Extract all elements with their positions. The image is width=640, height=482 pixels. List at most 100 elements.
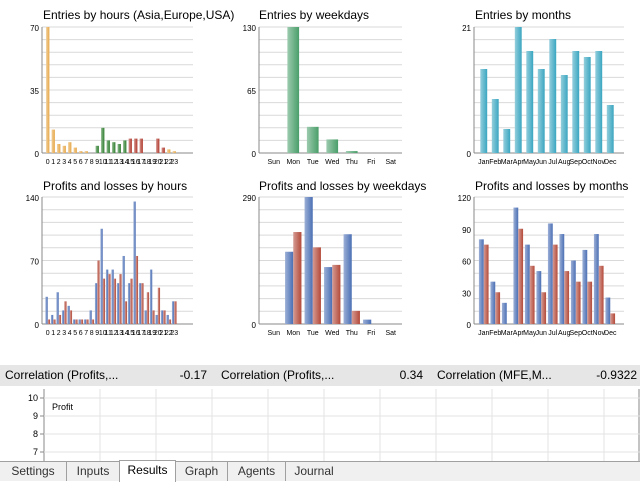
profit-bar	[61, 310, 65, 324]
chart-panel: Profits and losses by months 0 30 60 90 120 Ja…	[458, 179, 629, 337]
x-tick-label: Sun	[268, 159, 281, 166]
x-tick-label: 8	[90, 330, 94, 337]
y-tick-label: 130	[243, 24, 257, 33]
x-tick-label: 3	[62, 159, 66, 166]
x-tick-label: Jan	[478, 159, 489, 166]
y-tick-label: 65	[247, 87, 256, 96]
loss-bar	[80, 319, 84, 324]
y-tick-label: 0	[35, 150, 40, 159]
x-tick-label: Mar	[501, 159, 514, 166]
x-tick-label: Fri	[367, 159, 376, 166]
bar	[583, 57, 591, 153]
profit-bar	[559, 234, 565, 324]
bar	[514, 27, 522, 153]
chart-panel: Profits and losses by weekdays 0 290 Sun Mon…	[243, 179, 427, 337]
chart-title: Profits and losses by months	[475, 179, 628, 193]
bar	[595, 51, 603, 153]
loss-bar	[97, 260, 100, 324]
y-tick-label: 35	[30, 87, 39, 96]
chart-title: Profits and losses by weekdays	[259, 179, 426, 193]
x-tick-label: 11	[105, 159, 112, 166]
bar	[79, 151, 83, 153]
loss-bar	[152, 310, 155, 324]
correlation-bar: Correlation (Profits,... -0.17 Correlati…	[0, 365, 640, 386]
x-tick-label: 21	[159, 159, 167, 166]
tab-settings[interactable]: Settings	[0, 462, 67, 481]
tab-inputs[interactable]: Inputs	[67, 462, 120, 481]
bar	[172, 151, 176, 153]
y-tick-label: 30	[462, 289, 471, 298]
tab-results[interactable]: Results	[119, 460, 176, 482]
loss-bar	[564, 271, 570, 324]
x-tick-label: Thu	[346, 330, 358, 337]
loss-bar	[58, 314, 62, 324]
x-tick-label: 13	[115, 159, 123, 166]
y-tick-label: 140	[26, 194, 40, 203]
profit-bar	[324, 267, 333, 324]
bar	[139, 138, 143, 153]
profit-bar	[582, 249, 588, 324]
x-tick-label: Wed	[325, 330, 339, 337]
chart-title: Profits and losses by hours	[43, 179, 187, 193]
profit-bar	[94, 283, 98, 324]
x-tick-label: 2	[57, 330, 61, 337]
profit-bar	[138, 283, 142, 324]
correlation-value: 0.34	[399, 368, 423, 382]
loss-bar	[587, 281, 593, 324]
x-tick-label: 0	[46, 330, 50, 337]
bar	[606, 105, 614, 153]
loss-bar	[135, 255, 139, 324]
bar	[128, 138, 132, 153]
chart-title: Entries by hours (Asia,Europe,USA)	[43, 8, 234, 22]
profit-bar	[105, 269, 109, 324]
loss-bar	[86, 319, 89, 324]
tab-journal[interactable]: Journal	[294, 464, 334, 478]
profit-bar	[547, 223, 553, 324]
bar	[95, 145, 99, 153]
x-tick-label: 4	[68, 159, 72, 166]
x-tick-label: Sep	[570, 330, 583, 337]
x-tick-label: 13	[115, 330, 123, 337]
tab-graph[interactable]: Graph	[176, 462, 228, 481]
profit-graph: 10 9 8 7 Profit	[28, 389, 640, 461]
profit-bar	[67, 305, 70, 324]
loss-bar	[53, 319, 56, 324]
loss-bar	[47, 319, 51, 324]
profit-bar	[78, 319, 81, 324]
profit-bar	[570, 260, 576, 324]
loss-bar	[75, 319, 78, 324]
profit-bar	[605, 297, 611, 324]
y-tick-label: 0	[467, 321, 472, 330]
chart-panel: Entries by hours (Asia,Europe,USA) 0 35 70 0…	[30, 8, 234, 166]
x-tick-label: 14	[121, 330, 129, 337]
x-tick-label: 12	[110, 159, 118, 166]
tab-agents[interactable]: Agents	[228, 462, 286, 481]
correlation-cell: Correlation (Profits,... -0.17	[0, 365, 210, 386]
x-tick-label: Sat	[385, 159, 396, 166]
bar	[287, 27, 300, 153]
x-tick-label: 22	[165, 159, 173, 166]
profit-bar	[490, 281, 496, 324]
x-tick-label: Tue	[307, 159, 319, 166]
profit-graph-panel	[0, 386, 640, 462]
loss-bar	[598, 265, 604, 324]
bar	[526, 51, 534, 153]
x-tick-label: 15	[126, 330, 134, 337]
loss-bar	[168, 319, 172, 324]
x-tick-label: 3	[62, 330, 66, 337]
loss-bar	[146, 292, 150, 324]
x-tick-label: Mon	[286, 330, 300, 337]
profit-bar	[343, 234, 352, 324]
profit-bar	[149, 269, 153, 324]
profit-bar	[72, 319, 76, 324]
x-tick-label: Oct	[582, 330, 593, 337]
y-tick-label: 7	[33, 447, 38, 457]
bar	[57, 144, 61, 153]
profit-bar	[160, 310, 164, 324]
x-tick-label: Feb	[489, 330, 501, 337]
profit-bar	[127, 283, 131, 324]
x-tick-label: May	[523, 330, 537, 337]
x-tick-label: 14	[121, 159, 129, 166]
x-tick-label: 1	[51, 159, 55, 166]
chart-title: Entries by weekdays	[259, 8, 369, 22]
